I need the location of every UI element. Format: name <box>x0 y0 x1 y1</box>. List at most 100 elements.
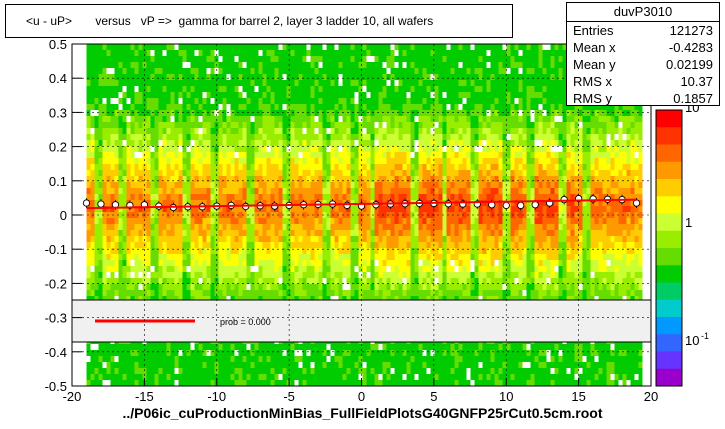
heatmap-cell <box>382 218 387 224</box>
heatmap-cell <box>86 140 91 146</box>
heatmap-cell <box>338 140 343 146</box>
heatmap-cell <box>442 194 447 200</box>
heatmap-cell <box>374 356 379 362</box>
heatmap-cell <box>154 152 159 158</box>
heatmap-cell <box>138 122 143 128</box>
heatmap-cell <box>286 116 291 122</box>
heatmap-cell <box>250 374 255 380</box>
heatmap-cell <box>334 188 339 194</box>
heatmap-cell <box>290 188 295 194</box>
heatmap-cell <box>118 74 123 80</box>
heatmap-cell <box>346 92 351 98</box>
heatmap-cell <box>238 350 243 356</box>
heatmap-cell <box>382 356 387 362</box>
heatmap-cell <box>410 248 415 254</box>
heatmap-cell <box>114 86 119 92</box>
heatmap-cell <box>130 170 135 176</box>
heatmap-cell <box>390 290 395 296</box>
heatmap-cell <box>334 98 339 104</box>
heatmap-cell <box>346 62 351 68</box>
heatmap-cell <box>122 164 127 170</box>
heatmap-cell <box>246 194 251 200</box>
heatmap-cell <box>130 44 135 50</box>
heatmap-cell <box>238 68 243 74</box>
heatmap-cell <box>154 80 159 86</box>
heatmap-cell <box>402 68 407 74</box>
heatmap-cell <box>94 92 99 98</box>
heatmap-cell <box>390 260 395 266</box>
heatmap-cell <box>374 68 379 74</box>
heatmap-cell <box>146 188 151 194</box>
heatmap-cell <box>430 206 435 212</box>
heatmap-cell <box>442 212 447 218</box>
heatmap-cell <box>438 230 443 236</box>
heatmap-cell <box>410 224 415 230</box>
heatmap-cell <box>122 146 127 152</box>
heatmap-cell <box>234 248 239 254</box>
heatmap-cell <box>286 248 291 254</box>
heatmap-cell <box>246 224 251 230</box>
heatmap-cell <box>394 146 399 152</box>
heatmap-cell <box>390 98 395 104</box>
heatmap-cell <box>310 80 315 86</box>
heatmap-cell <box>294 200 299 206</box>
heatmap-cell <box>150 374 155 380</box>
heatmap-cell <box>366 290 371 296</box>
heatmap-cell <box>398 284 403 290</box>
heatmap-cell <box>254 116 259 122</box>
heatmap-cell <box>122 80 127 86</box>
heatmap-cell <box>394 284 399 290</box>
heatmap-cell <box>342 146 347 152</box>
heatmap-cell <box>338 272 343 278</box>
heatmap-cell <box>382 380 387 386</box>
heatmap-cell <box>362 164 367 170</box>
heatmap-cell <box>210 242 215 248</box>
heatmap-cell <box>298 206 303 212</box>
heatmap-cell <box>394 44 399 50</box>
heatmap-cell <box>310 356 315 362</box>
heatmap-cell <box>346 380 351 386</box>
heatmap-cell <box>374 296 379 302</box>
heatmap-cell <box>386 242 391 248</box>
heatmap-cell <box>134 194 139 200</box>
heatmap-cell <box>442 104 447 110</box>
heatmap-cell <box>386 356 391 362</box>
heatmap-cell <box>306 140 311 146</box>
heatmap-cell <box>418 128 423 134</box>
heatmap-cell <box>158 146 163 152</box>
heatmap-cell <box>322 104 327 110</box>
heatmap-cell <box>198 362 203 368</box>
heatmap-cell <box>358 170 363 176</box>
heatmap-cell <box>414 260 419 266</box>
heatmap-cell <box>110 152 115 158</box>
heatmap-cell <box>178 68 183 74</box>
heatmap-cell <box>86 158 91 164</box>
heatmap-cell <box>250 290 255 296</box>
heatmap-cell <box>434 182 439 188</box>
heatmap-cell <box>310 290 315 296</box>
heatmap-cell <box>174 152 179 158</box>
heatmap-cell <box>270 104 275 110</box>
heatmap-cell <box>118 176 123 182</box>
heatmap-cell <box>270 44 275 50</box>
heatmap-cell <box>350 278 355 284</box>
heatmap-cell <box>166 110 171 116</box>
heatmap-cell <box>414 194 419 200</box>
heatmap-cell <box>386 284 391 290</box>
heatmap-cell <box>266 278 271 284</box>
heatmap-cell <box>306 230 311 236</box>
heatmap-cell <box>342 74 347 80</box>
heatmap-cell <box>90 182 95 188</box>
heatmap-cell <box>194 206 199 212</box>
heatmap-cell <box>386 110 391 116</box>
heatmap-cell <box>190 98 195 104</box>
heatmap-cell <box>242 128 247 134</box>
heatmap-cell <box>266 50 271 56</box>
heatmap-cell <box>210 50 215 56</box>
heatmap-cell <box>170 284 175 290</box>
heatmap-cell <box>162 350 167 356</box>
heatmap-cell <box>162 284 167 290</box>
heatmap-cell <box>150 134 155 140</box>
heatmap-cell <box>118 140 123 146</box>
heatmap-cell <box>218 134 223 140</box>
